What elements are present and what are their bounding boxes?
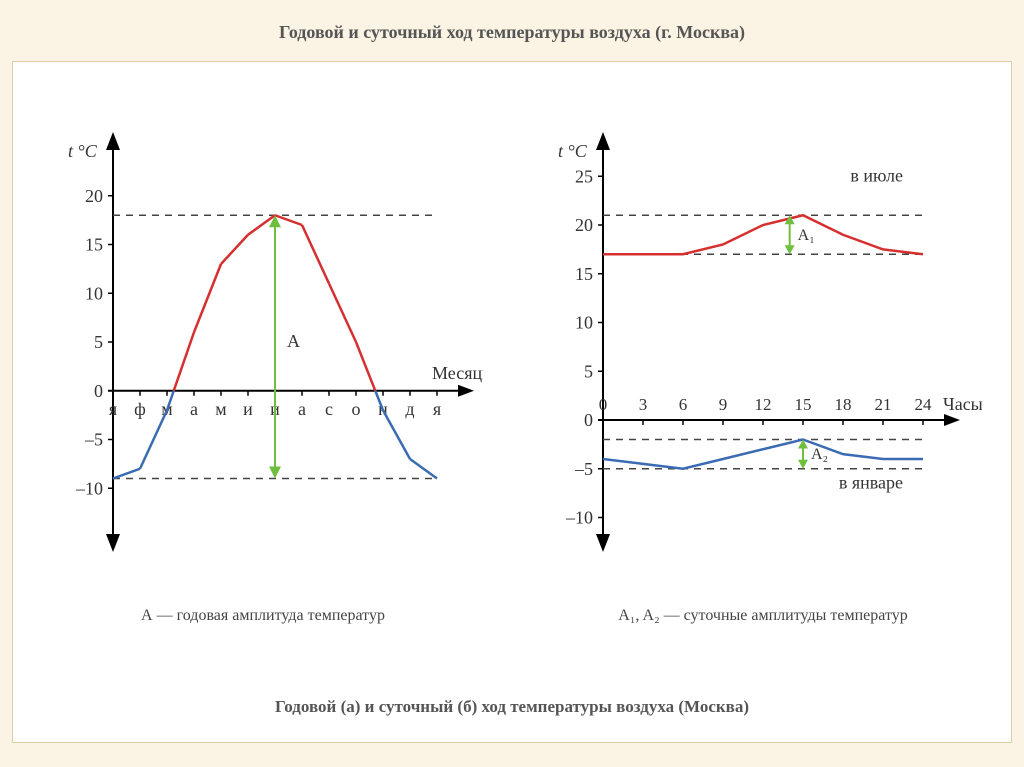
page-title: Годовой и суточный ход температуры возду…: [0, 0, 1024, 43]
svg-text:м: м: [215, 399, 226, 419]
svg-text:Месяцы: Месяцы: [432, 363, 483, 383]
svg-text:20: 20: [575, 215, 593, 235]
svg-text:0: 0: [94, 381, 103, 401]
svg-text:я: я: [109, 399, 117, 419]
svg-text:–5: –5: [574, 459, 593, 479]
svg-text:5: 5: [94, 332, 103, 352]
svg-text:3: 3: [639, 395, 648, 414]
svg-text:в июле: в июле: [850, 165, 903, 185]
svg-text:ф: ф: [134, 399, 146, 419]
svg-text:A₂: A₂: [811, 446, 828, 463]
svg-text:15: 15: [795, 395, 812, 414]
svg-text:в январе: в январе: [839, 472, 903, 492]
svg-text:а: а: [190, 399, 198, 419]
svg-text:9: 9: [719, 395, 728, 414]
svg-text:и: и: [243, 399, 253, 419]
svg-text:я: я: [433, 399, 441, 419]
svg-text:21: 21: [875, 395, 892, 414]
svg-text:t °C: t °C: [558, 141, 588, 161]
svg-text:12: 12: [755, 395, 772, 414]
svg-text:10: 10: [575, 313, 593, 333]
svg-text:0: 0: [599, 395, 608, 414]
svg-text:–10: –10: [565, 508, 593, 528]
svg-text:18: 18: [835, 395, 852, 414]
subtitle: Годовой (а) и суточный (б) ход температу…: [13, 697, 1011, 717]
svg-text:д: д: [405, 399, 414, 419]
caption-a: А — годовая амплитуда температур: [73, 607, 453, 625]
svg-text:–10: –10: [75, 478, 103, 498]
svg-text:10: 10: [85, 283, 103, 303]
svg-text:6: 6: [679, 395, 688, 414]
svg-text:15: 15: [85, 235, 103, 255]
chart-diurnal: –10–5051015202503691215182124A₁A₂t °CЧас…: [533, 127, 993, 557]
svg-text:5: 5: [584, 361, 593, 381]
svg-text:20: 20: [85, 186, 103, 206]
svg-text:t °C: t °C: [68, 141, 98, 161]
svg-text:Часы: Часы: [943, 394, 983, 414]
svg-text:–5: –5: [84, 430, 103, 450]
chart-annual: –10–505101520яфмамииасондяAt °CМесяцы: [43, 127, 483, 557]
charts-panel: –10–505101520яфмамииасондяAt °CМесяцы –1…: [12, 61, 1012, 743]
svg-text:с: с: [325, 399, 333, 419]
svg-text:25: 25: [575, 166, 593, 186]
svg-text:а: а: [298, 399, 306, 419]
svg-text:15: 15: [575, 264, 593, 284]
svg-text:о: о: [352, 399, 361, 419]
caption-b: A₁, A₂ — суточные амплитуды температур: [553, 607, 973, 625]
svg-text:A₁: A₁: [798, 227, 815, 244]
svg-text:24: 24: [915, 395, 933, 414]
svg-text:0: 0: [584, 410, 593, 430]
svg-text:A: A: [287, 331, 300, 351]
